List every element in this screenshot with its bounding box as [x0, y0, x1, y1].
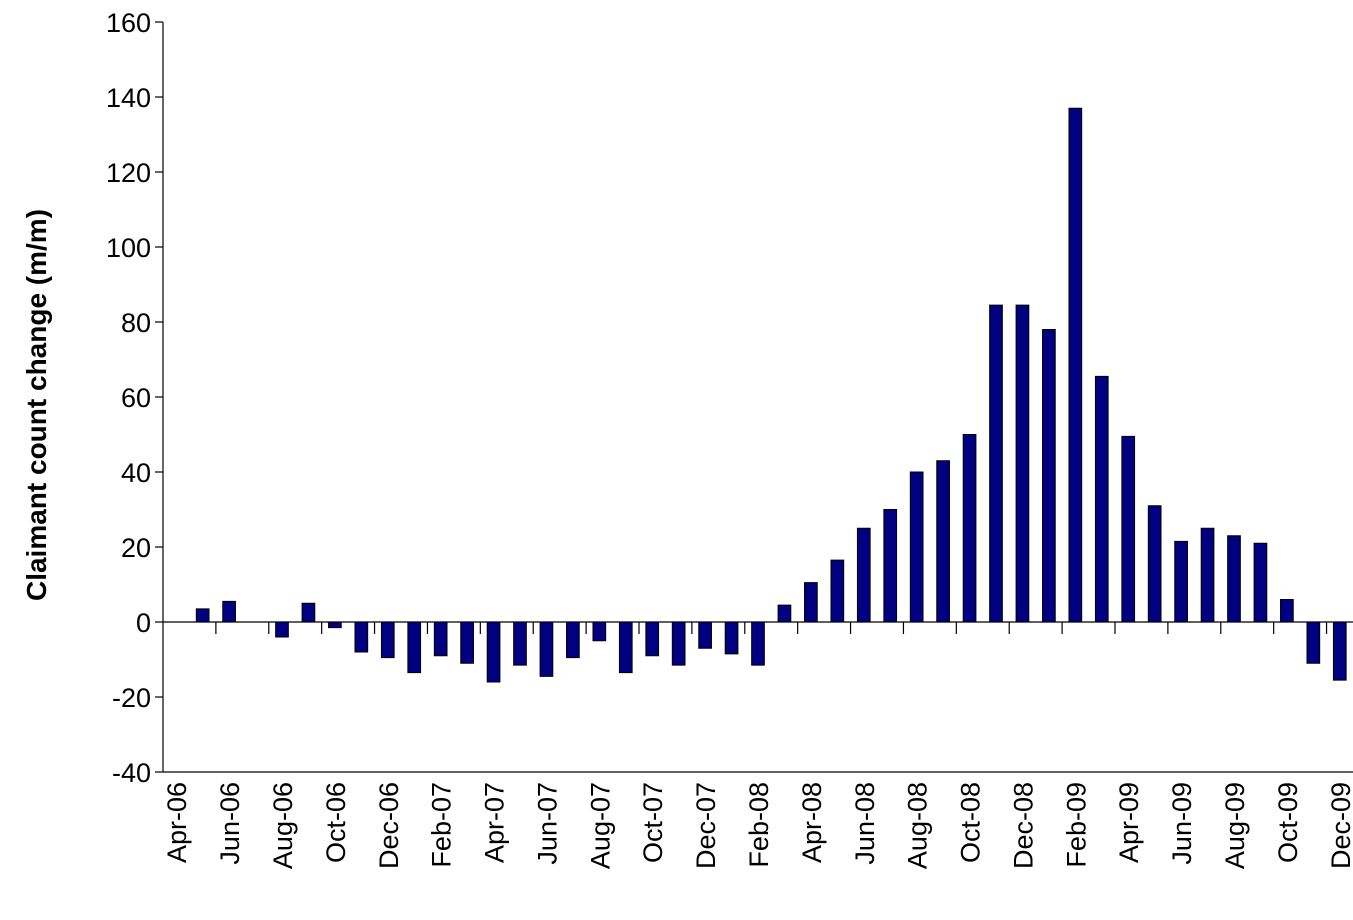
bar — [486, 621, 501, 683]
y-tick-label: 160 — [106, 8, 151, 38]
bar — [1121, 435, 1136, 623]
bar — [1306, 621, 1321, 664]
x-tick-label: Dec-09 — [1326, 782, 1353, 869]
x-tick-label: Jun-09 — [1167, 782, 1197, 865]
x-tick-label: Feb-08 — [744, 782, 774, 868]
bar — [618, 621, 633, 674]
x-tick-label: Jun-06 — [215, 782, 245, 865]
y-axis-label: Claimant count change (m/m) — [21, 209, 52, 601]
bar — [407, 621, 422, 674]
bar — [936, 460, 950, 623]
bar — [380, 621, 395, 659]
bar — [909, 471, 924, 623]
x-tick-label: Dec-07 — [691, 782, 721, 869]
bar — [751, 621, 765, 666]
bar — [804, 582, 818, 623]
bar — [1094, 375, 1109, 623]
bar — [1280, 599, 1294, 623]
bar — [1068, 107, 1083, 623]
x-tick-label: Apr-06 — [162, 782, 192, 863]
bar — [777, 604, 792, 623]
bar — [989, 304, 1003, 623]
y-tick-label: 40 — [121, 458, 151, 488]
x-tick-label: Jun-08 — [850, 782, 880, 865]
bar — [830, 559, 845, 623]
y-tick-label: 0 — [136, 608, 151, 638]
bar — [1227, 535, 1241, 623]
x-tick-label: Oct-06 — [321, 782, 351, 863]
bar — [1042, 329, 1056, 623]
bar — [856, 527, 871, 623]
x-tick-label: Aug-08 — [903, 782, 933, 869]
bar — [354, 621, 369, 653]
bar — [566, 621, 580, 659]
y-tick-label: 120 — [106, 158, 151, 188]
bar — [1015, 304, 1030, 623]
bar — [698, 621, 712, 649]
x-tick-label: Aug-09 — [1220, 782, 1250, 869]
bar — [301, 602, 316, 623]
x-tick-label: Oct-08 — [956, 782, 986, 863]
bar — [1200, 527, 1215, 623]
x-tick-label: Oct-07 — [638, 782, 668, 863]
bar — [328, 621, 342, 629]
x-tick-label: Apr-09 — [1114, 782, 1144, 863]
bar — [1174, 540, 1188, 623]
x-tick-label: Oct-09 — [1273, 782, 1303, 863]
bar — [433, 621, 448, 657]
bar — [1332, 621, 1347, 681]
bar — [1253, 542, 1268, 623]
x-tick-label: Aug-06 — [268, 782, 298, 869]
y-tick-label: 100 — [106, 233, 151, 263]
x-tick-label: Dec-08 — [1008, 782, 1038, 869]
bar — [962, 434, 977, 623]
x-tick-label: Aug-07 — [585, 782, 615, 869]
bar — [671, 621, 686, 666]
y-tick-label: -20 — [112, 683, 151, 713]
x-tick-label: Apr-07 — [480, 782, 510, 863]
bar — [460, 621, 474, 664]
x-tick-label: Apr-08 — [797, 782, 827, 863]
bar — [1147, 505, 1162, 623]
bar — [222, 600, 236, 623]
bar — [724, 621, 739, 655]
bar — [883, 509, 898, 623]
bar — [275, 621, 289, 638]
x-tick-label: Feb-09 — [1061, 782, 1091, 868]
bar — [513, 621, 527, 666]
x-tick-label: Dec-06 — [374, 782, 404, 869]
x-tick-label: Jun-07 — [532, 782, 562, 865]
bar — [645, 621, 660, 657]
y-tick-label: 20 — [121, 533, 151, 563]
y-tick-label: -40 — [112, 758, 151, 788]
bar — [539, 621, 554, 677]
bar — [195, 608, 210, 623]
y-tick-label: 80 — [121, 308, 151, 338]
y-tick-label: 60 — [121, 383, 151, 413]
x-tick-label: Feb-07 — [427, 782, 457, 868]
bar — [592, 621, 607, 642]
y-tick-label: 140 — [106, 83, 151, 113]
